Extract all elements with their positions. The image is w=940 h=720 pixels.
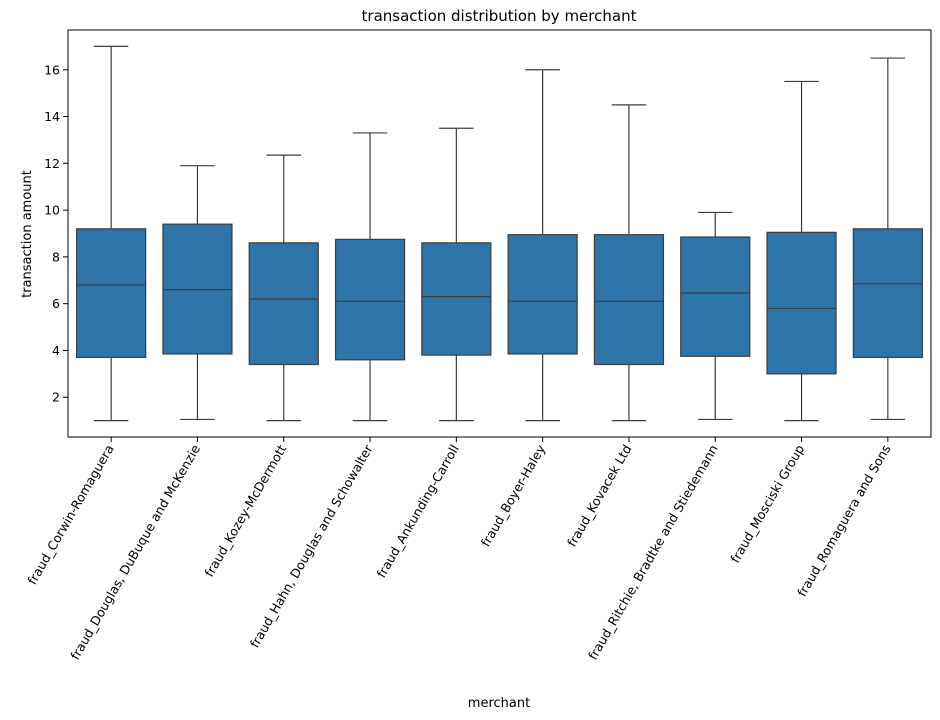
box-6 xyxy=(507,69,578,422)
iqr-box xyxy=(421,242,492,356)
y-tick-label: 14 xyxy=(44,109,60,124)
iqr-box xyxy=(76,228,147,359)
box-8 xyxy=(680,211,751,421)
x-tick-label: fraud_Corwin-Romaguera xyxy=(24,442,116,587)
iqr-box xyxy=(334,238,406,361)
y-tick-label: 10 xyxy=(44,203,60,218)
y-tick-label: 6 xyxy=(52,296,60,311)
y-tick-label: 4 xyxy=(52,343,60,358)
box-2 xyxy=(162,165,233,421)
box-7 xyxy=(593,104,665,422)
box-9 xyxy=(766,80,837,422)
box-10 xyxy=(852,57,923,421)
x-tick-label: fraud_Mosciski Group xyxy=(727,442,807,565)
y-axis-label: transaction amount xyxy=(20,170,35,298)
x-tick-label: fraud_Boyer-Haley xyxy=(478,441,549,549)
y-tick-label: 2 xyxy=(52,390,60,405)
iqr-box xyxy=(507,234,578,355)
y-tick-label: 12 xyxy=(44,156,60,171)
y-tick-label: 16 xyxy=(44,62,60,77)
box-5 xyxy=(421,127,492,422)
iqr-box xyxy=(680,236,751,357)
iqr-box xyxy=(248,242,319,366)
x-axis-label: merchant xyxy=(468,696,530,711)
iqr-box xyxy=(766,231,837,375)
axes-frame xyxy=(67,29,932,438)
y-tick-label: 8 xyxy=(52,249,60,264)
box-3 xyxy=(248,154,319,422)
x-tick-label: fraud_Ankunding-Carroll xyxy=(373,442,462,580)
x-tick-label: fraud_Kozey-McDermott xyxy=(201,442,289,579)
box-1 xyxy=(76,45,147,422)
chart-title: transaction distribution by merchant xyxy=(362,7,637,25)
y-axis: 2 4 6 8 10 12 14 16 xyxy=(44,62,68,405)
plot-area xyxy=(76,45,923,422)
box-4 xyxy=(334,132,406,422)
x-tick-label: fraud_Romaguera and Sons xyxy=(794,442,893,599)
iqr-box xyxy=(593,234,665,366)
iqr-box xyxy=(852,228,923,359)
x-tick-label: fraud_Kovacek Ltd xyxy=(564,442,635,549)
